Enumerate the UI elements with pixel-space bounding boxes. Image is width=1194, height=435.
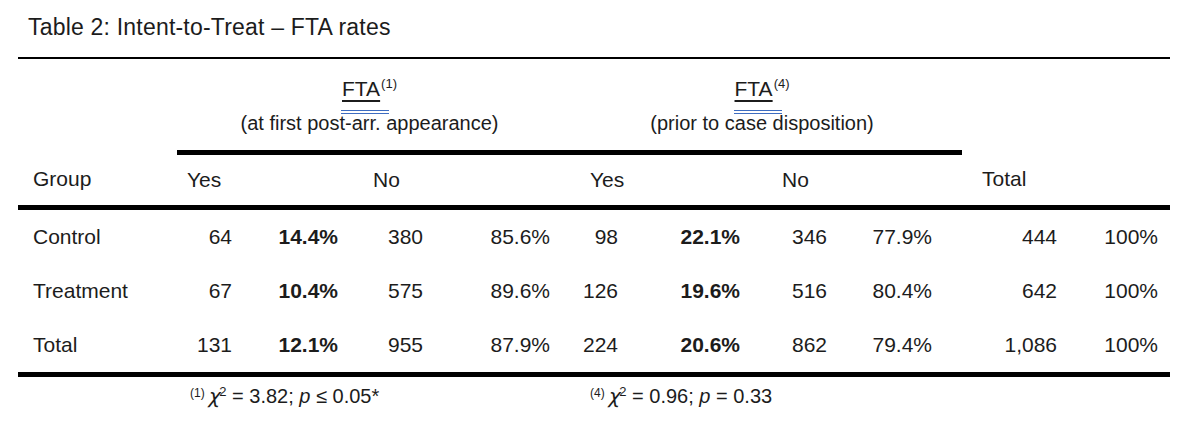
fta1-yes-count: 64: [177, 208, 244, 265]
col-header-fta4-yes: Yes: [562, 153, 630, 208]
fta4-no-count: 346: [752, 208, 839, 265]
fta1-term-grammar-underlined[interactable]: FTA: [342, 74, 380, 104]
fta1-yes-count: 131: [177, 318, 244, 375]
col-header-fta4-yes-pct-spacer: [630, 153, 752, 208]
col-header-fta4-no-pct-spacer: [839, 153, 962, 208]
fta4-yes-count: 98: [562, 208, 630, 265]
fta4-yes-percent: 19.6%: [630, 264, 752, 318]
fta4-yes-percent: 22.1%: [630, 208, 752, 265]
fta4-no-percent: 77.9%: [839, 208, 962, 265]
fta1-no-percent: 85.6%: [435, 208, 562, 265]
fta1-no-percent: 89.6%: [435, 264, 562, 318]
fta1-yes-percent: 10.4%: [244, 264, 350, 318]
p-symbol: p: [299, 385, 310, 407]
footnote-p-value: = 0.33: [710, 385, 772, 407]
column-header-row: Group Yes No Yes No Total: [18, 153, 1170, 208]
fta4-yes-percent: 20.6%: [630, 318, 752, 375]
footnote-marker: (4): [590, 386, 605, 400]
fta1-no-percent: 87.9%: [435, 318, 562, 375]
footnote-row: (1)χ2 = 3.82; p ≤ 0.05* (4)χ2 = 0.96; p …: [18, 375, 1170, 425]
span-header-spacer-right: [962, 58, 1170, 153]
table-row-treatment: Treatment 67 10.4% 575 89.6% 126 19.6% 5…: [18, 264, 1170, 318]
fta4-no-percent: 80.4%: [839, 264, 962, 318]
fta1-term-line: FTA(1): [177, 74, 562, 107]
chi-exponent: 2: [619, 384, 626, 399]
fta1-no-count: 575: [350, 264, 435, 318]
col-header-fta1-yes: Yes: [177, 153, 244, 208]
footnote-stat-value: = 0.96;: [626, 385, 699, 407]
total-count: 642: [962, 264, 1069, 318]
col-header-group: Group: [18, 153, 177, 208]
chi-exponent: 2: [219, 384, 226, 399]
col-header-fta1-yes-pct-spacer: [244, 153, 350, 208]
footnote-marker: (1): [190, 386, 205, 400]
fta4-superscript: (4): [774, 76, 790, 91]
row-label: Control: [18, 208, 177, 265]
total-percent: 100%: [1069, 264, 1170, 318]
row-label: Total: [18, 318, 177, 375]
fta1-yes-count: 67: [177, 264, 244, 318]
fta1-group-header: FTA(1) (at first post-arr. appearance): [177, 58, 562, 153]
col-header-fta1-no: No: [350, 153, 435, 208]
fta1-yes-percent: 14.4%: [244, 208, 350, 265]
footnote-fta1: (1)χ2 = 3.82; p ≤ 0.05*: [177, 375, 562, 425]
fta4-no-count: 516: [752, 264, 839, 318]
document-page: Table 2: Intent-to-Treat – FTA rates FTA…: [0, 0, 1194, 424]
footnote-stat-value: = 3.82;: [226, 385, 299, 407]
fta1-superscript: (1): [381, 76, 397, 91]
table-row-control: Control 64 14.4% 380 85.6% 98 22.1% 346 …: [18, 208, 1170, 265]
footnote-fta4: (4)χ2 = 0.96; p = 0.33: [562, 375, 962, 425]
col-header-total-pct-spacer: [1069, 153, 1170, 208]
row-label: Treatment: [18, 264, 177, 318]
chi-symbol: χ: [208, 384, 220, 408]
p-symbol: p: [699, 385, 710, 407]
col-header-fta4-no: No: [752, 153, 839, 208]
span-header-spacer: [18, 58, 177, 153]
fta4-group-header: FTA(4) (prior to case disposition): [562, 58, 962, 153]
fta4-no-percent: 79.4%: [839, 318, 962, 375]
col-header-total: Total: [962, 153, 1069, 208]
fta-rates-table: FTA(1) (at first post-arr. appearance) F…: [18, 57, 1170, 424]
fta4-yes-count: 224: [562, 318, 630, 375]
total-count: 1,086: [962, 318, 1069, 375]
footnote-spacer-left: [18, 375, 177, 425]
total-percent: 100%: [1069, 208, 1170, 265]
col-header-fta1-no-pct-spacer: [435, 153, 562, 208]
total-count: 444: [962, 208, 1069, 265]
table-row-total: Total 131 12.1% 955 87.9% 224 20.6% 862 …: [18, 318, 1170, 375]
footnote-p-value: ≤ 0.05*: [310, 385, 379, 407]
fta4-yes-count: 126: [562, 264, 630, 318]
fta1-no-count: 380: [350, 208, 435, 265]
footnote-spacer-right: [962, 375, 1170, 425]
fta1-yes-percent: 12.1%: [244, 318, 350, 375]
chi-symbol: χ: [608, 384, 620, 408]
fta4-term-grammar-underlined[interactable]: FTA: [735, 74, 773, 104]
table-caption: Table 2: Intent-to-Treat – FTA rates: [28, 14, 1194, 40]
span-header-row: FTA(1) (at first post-arr. appearance) F…: [18, 58, 1170, 153]
total-percent: 100%: [1069, 318, 1170, 375]
fta4-term-line: FTA(4): [562, 74, 962, 107]
fta1-no-count: 955: [350, 318, 435, 375]
fta4-no-count: 862: [752, 318, 839, 375]
